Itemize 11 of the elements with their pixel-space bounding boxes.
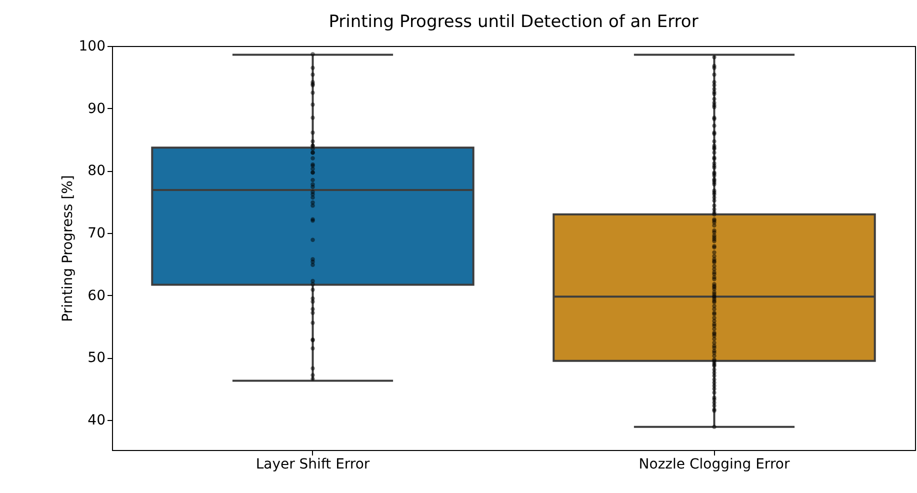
x-tick-label: Layer Shift Error: [256, 456, 370, 472]
y-tick-label: 100: [78, 38, 106, 54]
y-tick-label: 50: [88, 350, 106, 366]
chart-title: Printing Progress until Detection of an Error: [328, 12, 698, 32]
y-tick-label: 80: [88, 163, 106, 180]
y-tick-label: 70: [88, 226, 106, 242]
y-axis-title: Printing Progress [%]: [60, 175, 76, 322]
y-tick-label: 60: [88, 288, 106, 304]
x-tick-label: Nozzle Clogging Error: [638, 456, 790, 472]
y-tick-label: 90: [88, 100, 106, 117]
y-tick-label: 40: [88, 412, 106, 429]
